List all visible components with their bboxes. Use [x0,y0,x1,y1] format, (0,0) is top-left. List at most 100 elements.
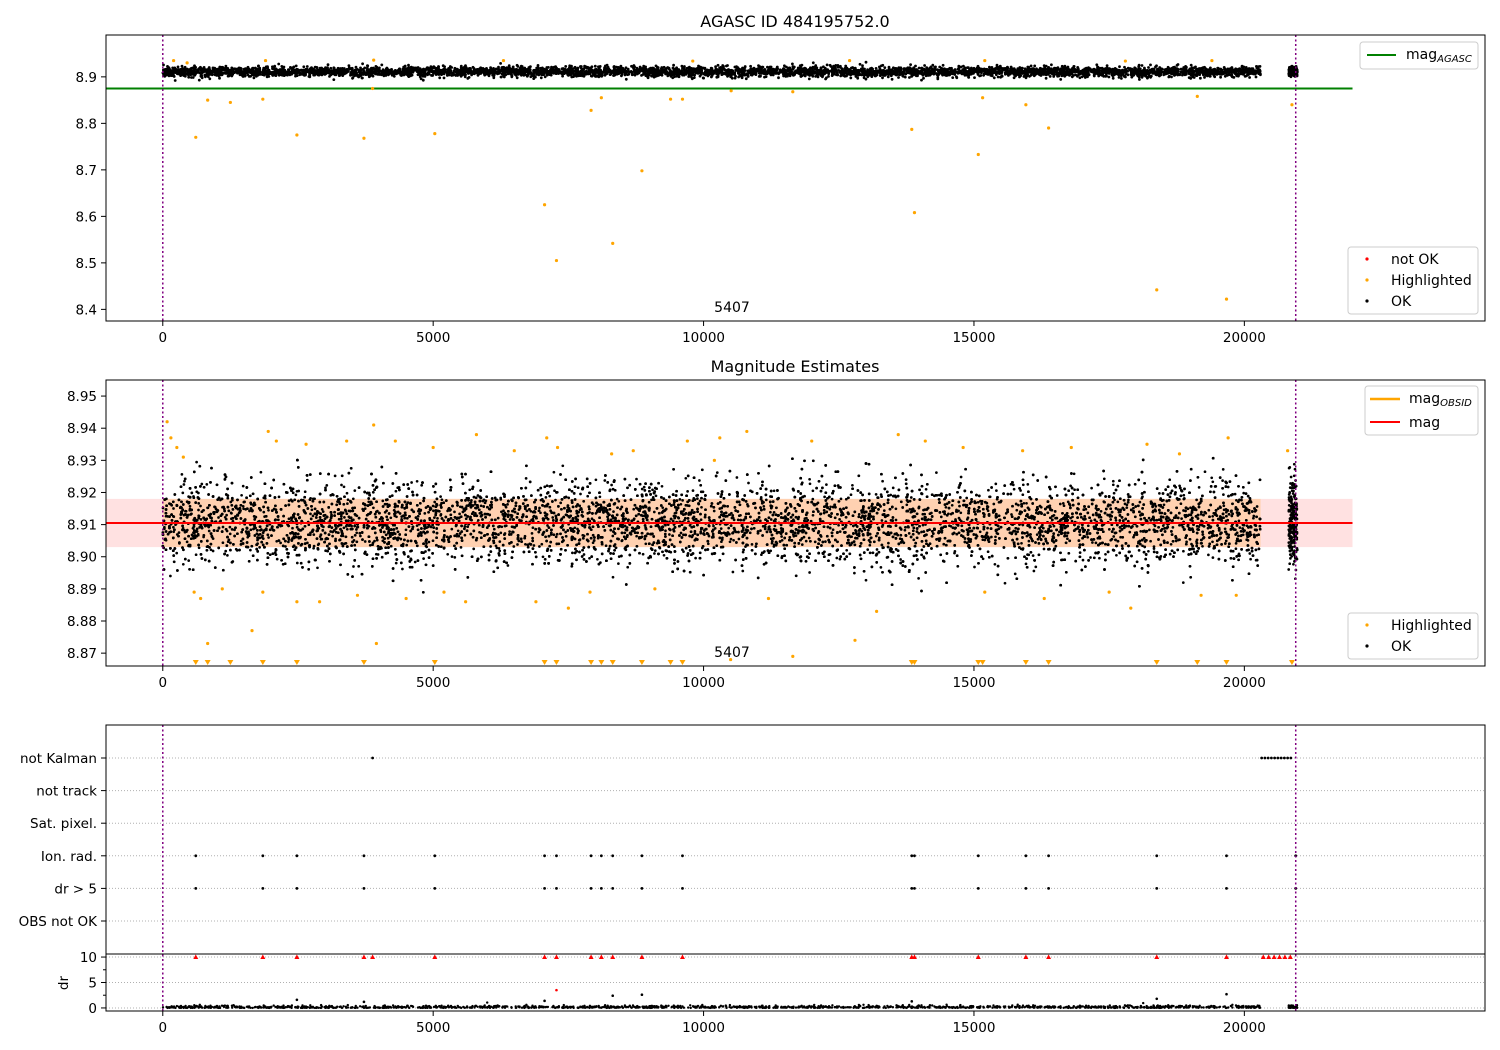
ok-point [550,65,553,69]
ok-point [1219,75,1222,79]
ok-point [499,62,502,65]
ok-point [447,73,451,77]
ok-point [1066,65,1070,69]
ok-point [660,67,664,71]
ok-point [772,70,776,74]
ok-point [729,71,733,75]
ok-point [929,66,933,70]
ok-point [326,63,330,67]
ok-point [1095,63,1099,67]
ok-point [1053,66,1056,70]
ok-point [932,68,936,72]
ok-point [1197,68,1201,72]
ok-point [929,70,933,74]
ok-point [912,66,916,70]
ok-point [1116,72,1120,76]
ok-point [870,70,874,74]
ok-point [1172,66,1175,69]
ok-point [1242,71,1246,75]
ok-point [1183,71,1187,75]
ok-point [517,69,521,72]
ok-point [1159,72,1162,75]
ok-point [791,65,795,68]
ok-point [204,75,207,79]
ok-point [819,72,823,76]
ok-point [638,69,641,73]
ok-point [647,69,650,73]
ok-point [818,70,821,73]
ok-point [849,76,853,80]
ok-point [564,65,568,68]
ok-point [932,71,936,75]
ok-point [471,71,475,75]
ok-point [735,67,738,71]
ok-point [1203,65,1206,69]
ok-point [578,74,582,77]
ok-point [355,71,358,75]
ok-point [223,68,227,71]
ok-point [271,65,274,69]
ok-point [881,69,885,72]
ok-point [332,78,336,81]
ok-point [715,72,718,76]
ok-point [822,65,825,69]
ok-point [771,73,775,77]
ok-point [948,66,952,70]
ok-point [886,75,890,79]
ok-point [989,73,993,77]
ok-point [218,76,221,80]
ok-point [370,69,374,73]
ok-point [881,76,884,80]
ok-point [650,69,654,73]
ok-point [360,76,364,80]
ok-point [692,76,696,79]
ok-point [635,67,639,71]
ok-point [454,74,458,77]
ok-point [833,72,836,76]
ok-point [904,72,908,76]
ok-point [693,73,696,77]
ok-point [1136,70,1140,74]
ok-point [953,73,957,76]
ok-point [758,65,762,69]
ok-point [533,69,537,73]
ok-point [1044,76,1048,80]
ok-point [974,70,978,73]
ok-point [486,70,490,74]
ok-point [824,70,828,73]
ok-point [923,71,926,75]
ok-point [1137,65,1141,68]
ok-point [1123,65,1126,69]
ok-point [698,65,701,69]
ok-point [162,63,165,67]
ok-point [495,70,499,74]
ok-point [300,69,304,73]
ok-point [840,67,844,71]
ok-point [634,71,637,74]
ok-point [206,69,209,73]
ok-point [573,65,577,69]
ok-point [924,74,928,78]
ok-point [620,74,623,78]
series-ok-points [161,60,1299,82]
ok-point [923,68,926,72]
ok-point [836,64,840,67]
ok-point [697,70,701,74]
ok-point [568,68,572,72]
ok-point [302,65,306,69]
ok-point [407,68,410,72]
ok-point [839,74,843,78]
ok-point [1216,70,1220,74]
ok-point [590,65,594,69]
ok-point [312,73,316,77]
ok-point [811,65,815,69]
ok-point [1138,67,1142,71]
ok-point [497,65,500,69]
ok-point [1016,67,1020,71]
ok-point [775,66,779,70]
ok-point [1246,70,1250,74]
ok-point [305,65,309,68]
ok-point [570,64,573,68]
ok-point [714,67,718,71]
